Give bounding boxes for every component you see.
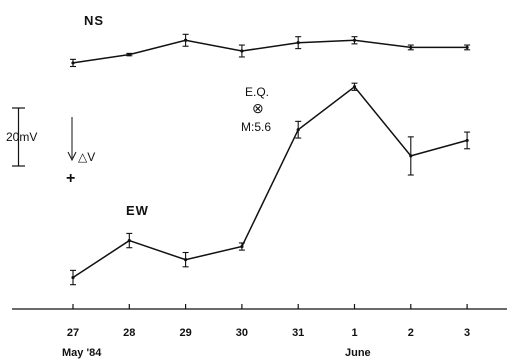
- data-point: [240, 244, 244, 249]
- delta-v-sign: +: [66, 170, 75, 187]
- event-symbol: ⊗: [252, 100, 264, 116]
- data-point: [240, 49, 244, 53]
- data-point: [296, 128, 300, 132]
- scale-bar: [12, 107, 25, 167]
- series-line: [72, 85, 468, 279]
- x-tick-label: 2: [408, 327, 414, 339]
- x-tick-label: 28: [123, 327, 135, 339]
- x-ticks: 27 28 29 30 31 1 2 3: [67, 304, 470, 339]
- series-label-ew: EW: [126, 203, 149, 218]
- data-point: [296, 41, 300, 45]
- month-label-june: June: [345, 347, 371, 359]
- data-point: [409, 45, 413, 50]
- delta-v-label: △V: [78, 150, 95, 164]
- series-layer: [70, 33, 471, 286]
- data-point: [352, 38, 357, 42]
- event-magnitude: M:5.6: [241, 120, 271, 134]
- x-tick-label: 3: [464, 327, 470, 339]
- series-ew: [70, 82, 471, 286]
- x-tick-label: 1: [351, 327, 357, 339]
- delta-v-arrow: [67, 117, 77, 162]
- data-point: [71, 61, 75, 65]
- data-point: [409, 154, 413, 158]
- data-point: [352, 85, 357, 89]
- data-point: [71, 275, 75, 280]
- event-label: E.Q.: [245, 85, 269, 99]
- data-point: [127, 52, 131, 57]
- scale-bar-label: 20mV: [6, 130, 37, 144]
- data-point: [127, 238, 131, 243]
- data-point: [465, 138, 469, 143]
- data-point: [184, 38, 188, 42]
- x-tick-label: 27: [67, 327, 79, 339]
- x-tick-label: 30: [236, 327, 248, 339]
- series-line: [72, 39, 468, 64]
- x-tick-label: 29: [179, 327, 191, 339]
- series-ns: [70, 33, 471, 68]
- series-label-ns: NS: [84, 13, 104, 28]
- x-tick-label: 31: [292, 327, 304, 339]
- data-point: [465, 45, 469, 50]
- month-label-may: May '84: [62, 347, 102, 359]
- data-point: [184, 258, 188, 262]
